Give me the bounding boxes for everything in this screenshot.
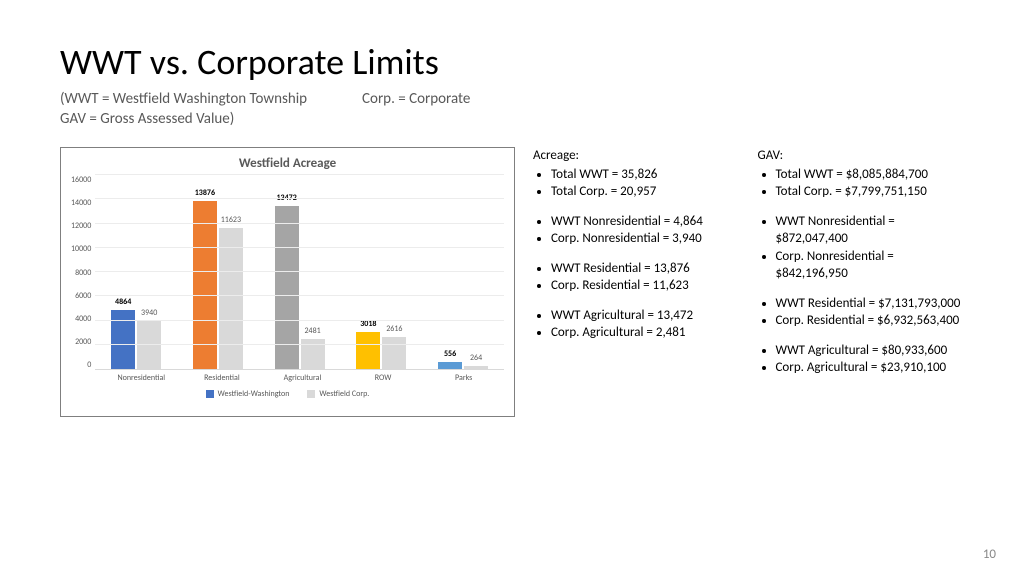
legend-swatch-1 <box>307 390 315 398</box>
gav-info: GAV: Total WWT = $8,085,884,700 Total Co… <box>758 147 965 389</box>
bar: 2616 <box>382 337 406 369</box>
acreage-info: Acreage: Total WWT = 35,826 Total Corp. … <box>533 147 740 354</box>
slide: WWT vs. Corporate Limits (WWT = Westfiel… <box>0 0 1024 437</box>
subtitle-corp: Corp. = Corporate <box>362 90 470 108</box>
x-axis: Nonresidential Residential Agricultural ROW… <box>101 373 504 383</box>
list-item: Corp. Agricultural = $23,910,100 <box>776 359 965 377</box>
bar-pair: 30182616 <box>356 175 406 369</box>
gav-g2: WWT Nonresidential = $872,047,400 Corp. … <box>758 213 965 283</box>
bar-value-label: 2481 <box>305 326 321 336</box>
list-item: Corp. Agricultural = 2,481 <box>551 324 740 342</box>
y-tick: 8000 <box>71 268 91 278</box>
chart-title: Westfield Acreage <box>71 156 504 171</box>
chart-legend: Westfield-Washington Westfield Corp. <box>71 389 504 399</box>
bar: 11623 <box>219 228 243 369</box>
bar-value-label: 264 <box>470 353 482 363</box>
gridline <box>95 271 504 272</box>
bar-value-label: 3940 <box>141 308 157 318</box>
gridline <box>95 320 504 321</box>
bar: 556 <box>438 362 462 369</box>
legend-item-0: Westfield-Washington <box>206 389 290 399</box>
content-row: Westfield Acreage 16000 14000 12000 10000 80… <box>60 147 964 417</box>
list-item: WWT Residential = 13,876 <box>551 260 740 278</box>
x-tick: ROW <box>353 373 413 383</box>
y-tick: 16000 <box>71 175 91 185</box>
list-item: WWT Agricultural = 13,472 <box>551 307 740 325</box>
bar-value-label: 13876 <box>195 188 215 198</box>
gridline <box>95 223 504 224</box>
y-tick: 14000 <box>71 198 91 208</box>
gridline <box>95 198 504 199</box>
bar-value-label: 11623 <box>221 215 241 225</box>
legend-label-0: Westfield-Washington <box>218 389 290 399</box>
list-item: Total WWT = $8,085,884,700 <box>776 166 965 184</box>
bar-pair: 4864 3940 <box>111 175 161 369</box>
plot-wrap: 16000 14000 12000 10000 8000 6000 4000 2000 0 48… <box>71 175 504 370</box>
acreage-g4: WWT Agricultural = 13,472 Corp. Agricult… <box>533 307 740 342</box>
legend-item-1: Westfield Corp. <box>307 389 369 399</box>
bar-pair: 556264 <box>438 175 488 369</box>
list-item: WWT Nonresidential = $872,047,400 <box>776 213 965 248</box>
acreage-g1: Total WWT = 35,826 Total Corp. = 20,957 <box>533 166 740 201</box>
list-item: Corp. Nonresidential = 3,940 <box>551 230 740 248</box>
list-item: Corp. Residential = 11,623 <box>551 277 740 295</box>
y-tick: 4000 <box>71 314 91 324</box>
list-item: Total Corp. = $7,799,751,150 <box>776 183 965 201</box>
acreage-chart: Westfield Acreage 16000 14000 12000 10000 80… <box>60 147 515 417</box>
list-item: Corp. Residential = $6,932,563,400 <box>776 312 965 330</box>
x-tick: Parks <box>434 373 494 383</box>
page-title: WWT vs. Corporate Limits <box>60 40 964 84</box>
bar: 3018 <box>356 332 380 369</box>
gridline <box>95 344 504 345</box>
subtitle-wwt: (WWT = Westfield Washington Township <box>60 90 307 108</box>
gridline <box>95 247 504 248</box>
bar: 264 <box>464 366 488 369</box>
list-item: WWT Nonresidential = 4,864 <box>551 213 740 231</box>
plot-area: 4864394013876116231347224813018261655626… <box>95 175 504 370</box>
gridline <box>95 174 504 175</box>
acreage-g3: WWT Residential = 13,876 Corp. Residenti… <box>533 260 740 295</box>
y-tick: 2000 <box>71 337 91 347</box>
list-item: WWT Residential = $7,131,793,000 <box>776 295 965 313</box>
bar-pair: 13876 11623 <box>193 175 243 369</box>
y-tick: 12000 <box>71 221 91 231</box>
subtitle-gav: GAV = Gross Assessed Value) <box>60 110 234 128</box>
legend-swatch-0 <box>206 390 214 398</box>
bars-container: 4864394013876116231347224813018261655626… <box>95 175 504 369</box>
bar-pair: 134722481 <box>275 175 325 369</box>
bar-value-label: 4864 <box>115 297 131 307</box>
bar-value-label: 2616 <box>386 324 402 334</box>
bar: 3940 <box>137 321 161 369</box>
acreage-g2: WWT Nonresidential = 4,864 Corp. Nonresi… <box>533 213 740 248</box>
bar-value-label: 3018 <box>360 319 376 329</box>
x-tick: Residential <box>192 373 252 383</box>
gav-g3: WWT Residential = $7,131,793,000 Corp. R… <box>758 295 965 330</box>
x-tick: Nonresidential <box>111 373 171 383</box>
x-tick: Agricultural <box>272 373 332 383</box>
gridline <box>95 295 504 296</box>
list-item: WWT Agricultural = $80,933,600 <box>776 342 965 360</box>
y-axis: 16000 14000 12000 10000 8000 6000 4000 2000 0 <box>71 175 95 370</box>
y-tick: 0 <box>71 360 91 370</box>
gav-g1: Total WWT = $8,085,884,700 Total Corp. =… <box>758 166 965 201</box>
list-item: Corp. Nonresidential = $842,196,950 <box>776 248 965 283</box>
gav-header: GAV: <box>758 147 965 165</box>
acreage-header: Acreage: <box>533 147 740 165</box>
gav-g4: WWT Agricultural = $80,933,600 Corp. Agr… <box>758 342 965 377</box>
list-item: Total WWT = 35,826 <box>551 166 740 184</box>
y-tick: 6000 <box>71 291 91 301</box>
subtitle: (WWT = Westfield Washington Township Corp… <box>60 90 964 129</box>
bar-value-label: 556 <box>444 349 456 359</box>
list-item: Total Corp. = 20,957 <box>551 183 740 201</box>
legend-label-1: Westfield Corp. <box>319 389 369 399</box>
page-number: 10 <box>983 547 996 562</box>
y-tick: 10000 <box>71 244 91 254</box>
